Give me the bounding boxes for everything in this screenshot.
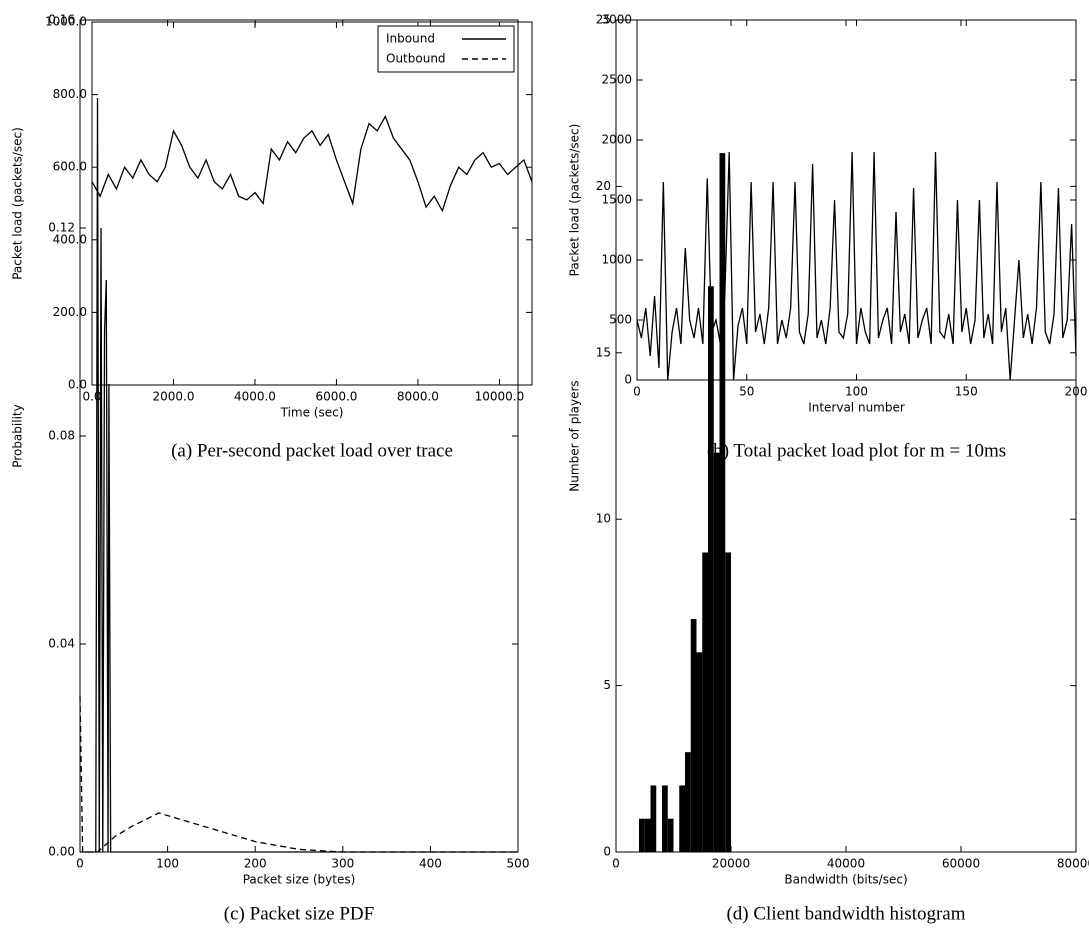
plot-frame: [91, 21, 533, 386]
plot-frame: [615, 19, 1077, 853]
y-tick-label: 1000.0: [45, 15, 87, 29]
bar: [685, 752, 691, 852]
data-line: [91, 114, 533, 213]
bar: [644, 818, 651, 852]
y-tick-label: 800.0: [53, 87, 87, 101]
bar: [667, 818, 674, 852]
x-axis-label: Packet size (bytes): [243, 873, 356, 887]
y-axis-label: Packet load (packets/sec): [11, 127, 25, 280]
y-tick-label: 0.0: [68, 378, 87, 392]
y-tick-label: 2500: [601, 73, 632, 87]
y-tick-label: 0.00: [48, 845, 75, 859]
x-tick-label: 150: [955, 385, 978, 399]
legend-label: Inbound: [386, 32, 435, 46]
bar: [690, 619, 697, 852]
y-tick-label: 0: [624, 373, 632, 387]
caption: (a) Per-second packet load over trace: [171, 440, 453, 461]
data-line: [636, 151, 1077, 381]
x-tick-label: 50: [739, 385, 754, 399]
caption: (d) Client bandwidth histogram: [726, 903, 965, 924]
bar: [696, 652, 703, 852]
y-tick-label: 0.16: [48, 13, 75, 27]
y-tick-label: 5: [603, 678, 611, 692]
x-tick-label: 400: [419, 857, 442, 871]
y-tick-label: 600.0: [53, 160, 87, 174]
x-tick-label: 2000.0: [152, 390, 194, 404]
y-tick-label: 400.0: [53, 232, 87, 246]
data-line: [80, 97, 518, 853]
bar: [639, 818, 645, 852]
y-tick-label: 1500: [601, 193, 632, 207]
x-axis-label: Time (sec): [280, 406, 344, 420]
y-axis-label: Number of players: [568, 380, 582, 491]
y-tick-label: 0.04: [48, 637, 75, 651]
x-tick-label: 500: [507, 857, 530, 871]
y-axis-label: Packet load (packets/sec): [568, 124, 582, 277]
y-tick-label: 2000: [601, 133, 632, 147]
x-tick-label: 20000: [712, 857, 750, 871]
x-tick-label: 100: [845, 385, 868, 399]
x-tick-label: 60000: [942, 857, 980, 871]
y-tick-label: 200.0: [53, 305, 87, 319]
x-tick-label: 10000.0: [475, 390, 525, 404]
y-tick-label: 0: [603, 845, 611, 859]
bar: [708, 286, 714, 852]
bar: [662, 785, 668, 852]
y-axis-label: Probability: [11, 404, 25, 467]
x-axis-label: Interval number: [808, 401, 905, 415]
x-tick-label: 8000.0: [397, 390, 439, 404]
x-tick-label: 100: [156, 857, 179, 871]
y-tick-label: 15: [596, 345, 611, 359]
x-tick-label: 0: [612, 857, 620, 871]
data-line: [79, 695, 518, 853]
bar: [702, 552, 708, 852]
bar: [679, 785, 685, 852]
bar: [713, 452, 720, 852]
y-tick-label: 0.08: [48, 429, 75, 443]
y-tick-label: 20: [596, 179, 611, 193]
legend-label: Outbound: [386, 52, 446, 66]
legend-box: [377, 25, 515, 73]
bar: [650, 785, 657, 852]
y-tick-label: 500: [609, 313, 632, 327]
x-tick-label: 40000: [827, 857, 865, 871]
x-tick-label: 0: [76, 857, 84, 871]
y-tick-label: 10: [596, 512, 611, 526]
caption: (c) Packet size PDF: [224, 903, 374, 924]
y-tick-label: 1000: [601, 253, 632, 267]
x-tick-label: 0: [633, 385, 641, 399]
x-tick-label: 300: [331, 857, 354, 871]
x-tick-label: 4000.0: [234, 390, 276, 404]
caption: (b) Total packet load plot for m = 10ms: [707, 440, 1006, 461]
x-tick-label: 6000.0: [315, 390, 357, 404]
plot-frame: [79, 19, 519, 853]
y-tick-label: 0.12: [48, 221, 75, 235]
bar: [719, 153, 726, 852]
y-tick-label: 25: [596, 13, 611, 27]
x-tick-label: 200: [244, 857, 267, 871]
x-axis-label: Bandwidth (bits/sec): [784, 873, 907, 887]
bar: [725, 552, 731, 852]
